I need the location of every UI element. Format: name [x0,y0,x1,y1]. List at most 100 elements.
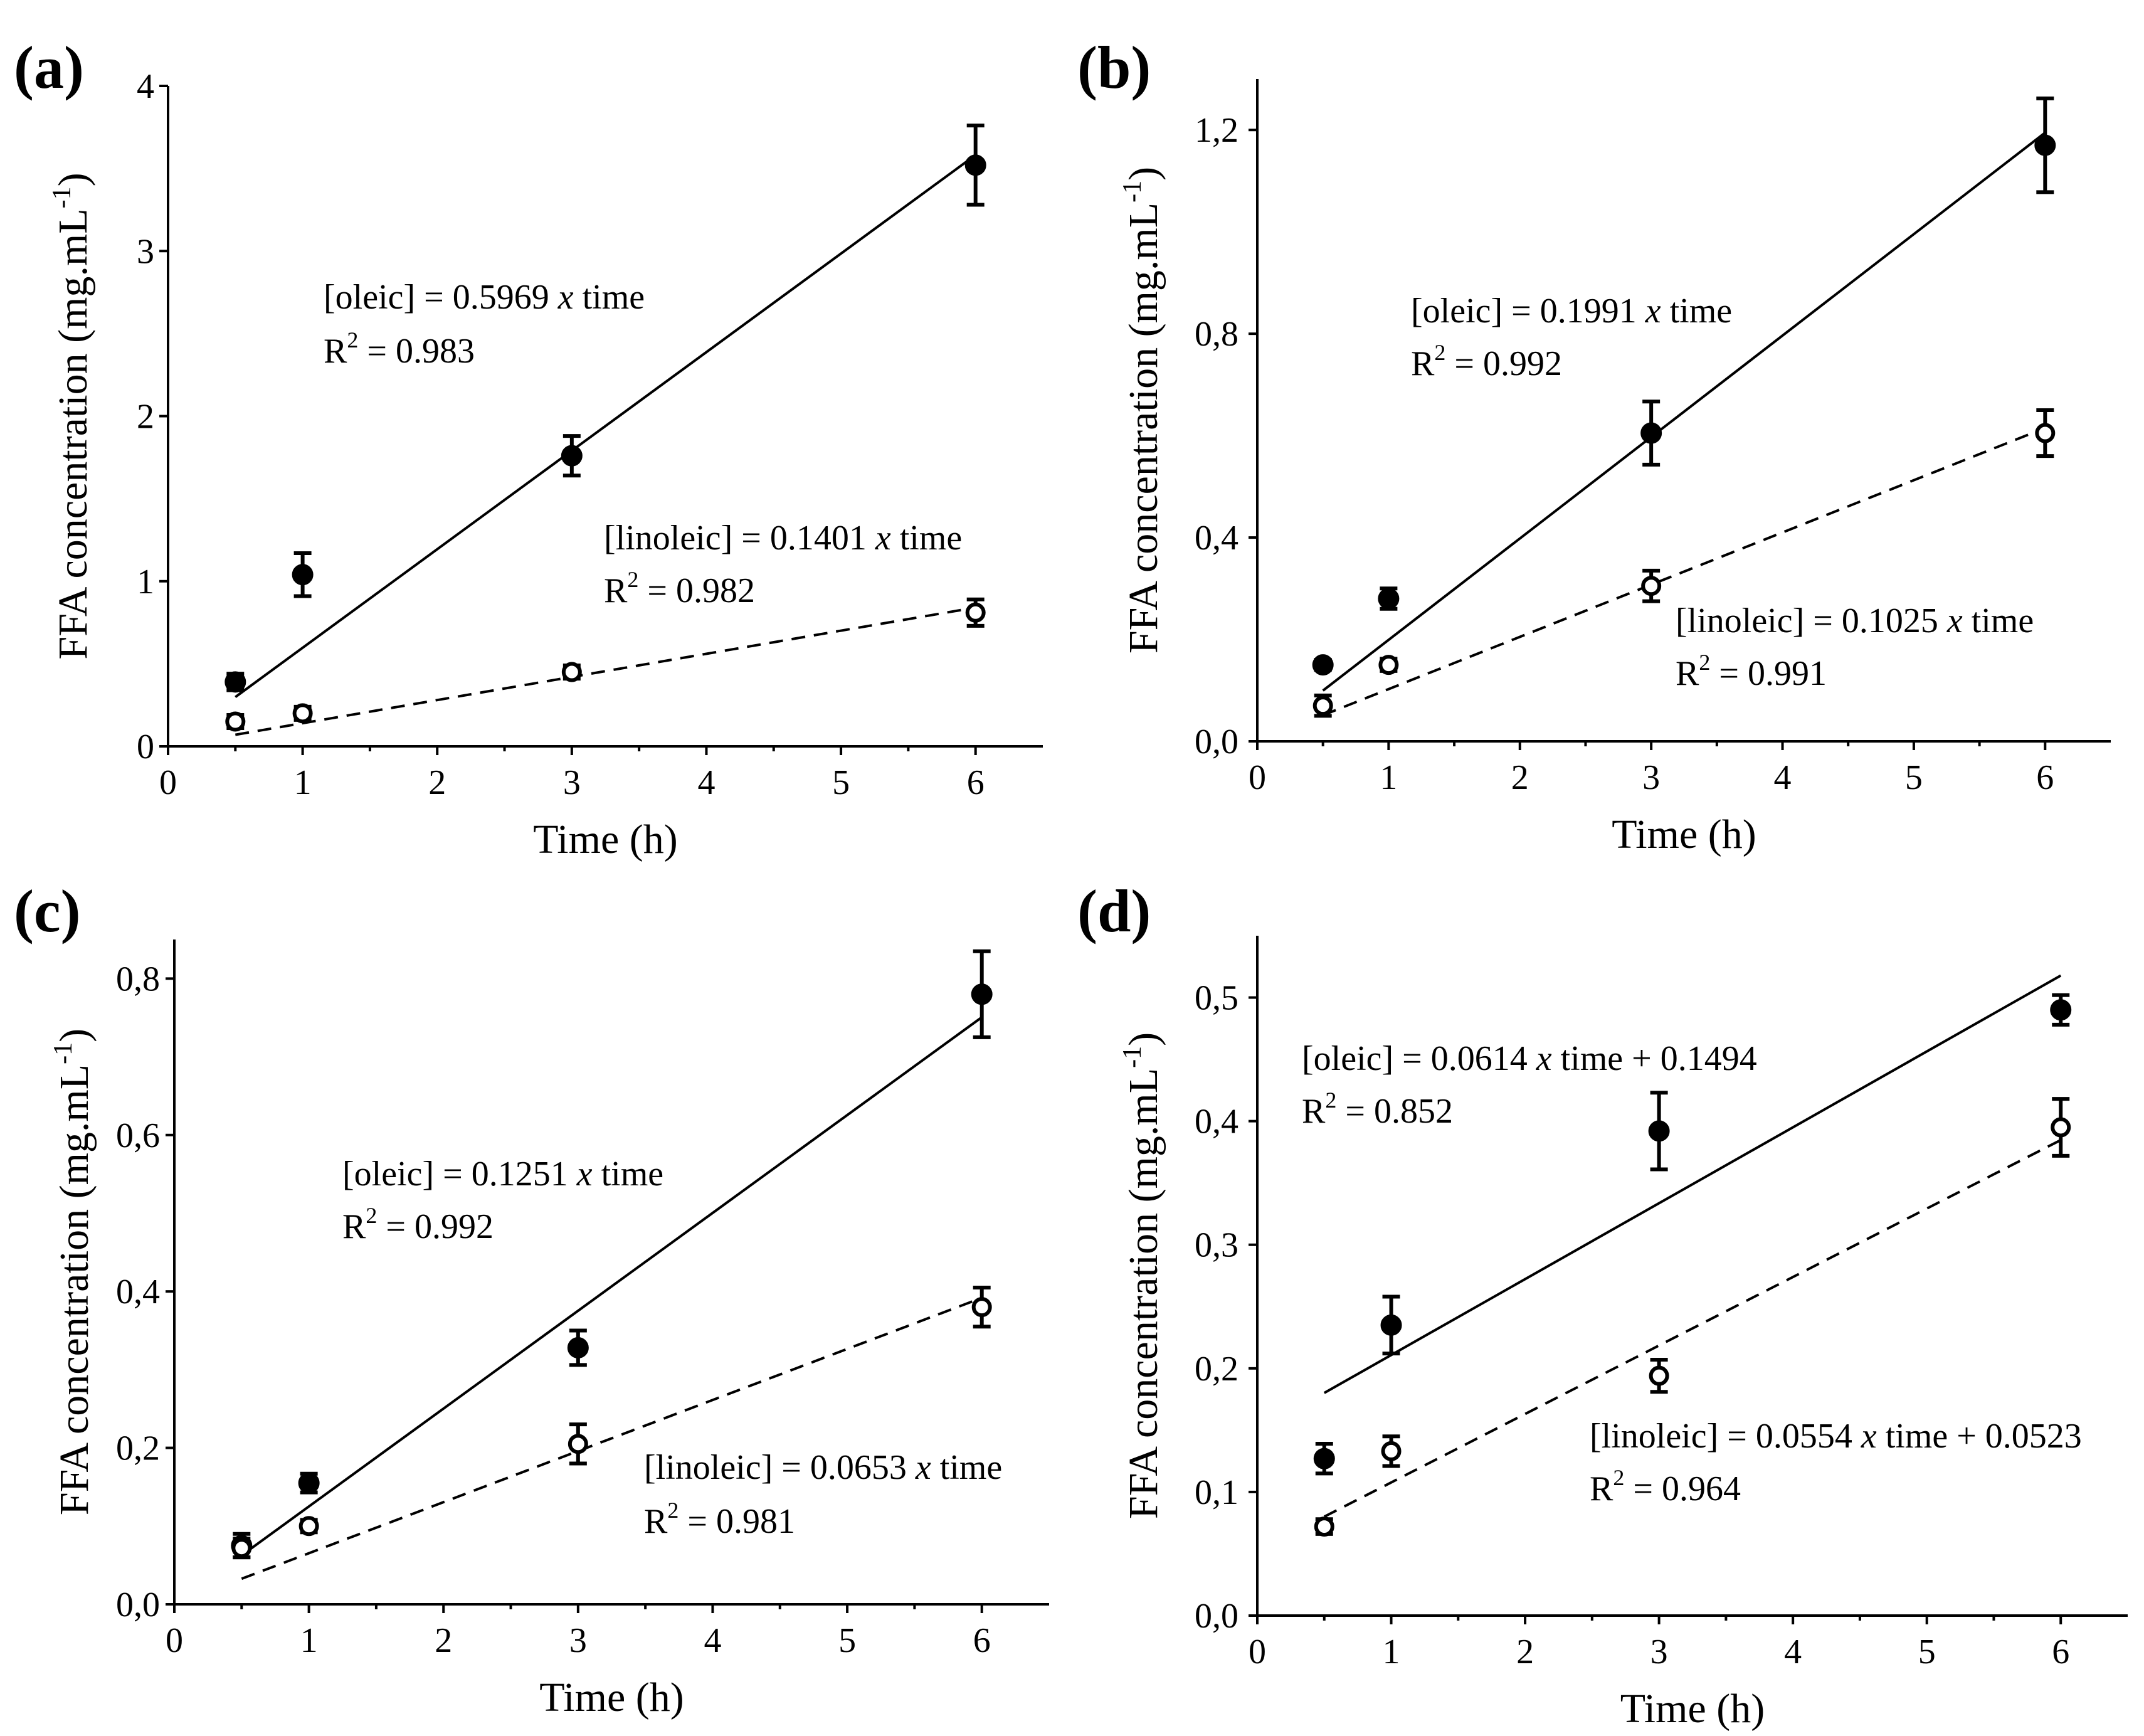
x-tick-label: 3 [1642,758,1660,797]
x-tick-label: 0 [166,1621,183,1660]
x-tick-label: 3 [1650,1633,1668,1671]
linoleic-r-squared: R2 = 0.981 [644,1498,795,1541]
x-tick-label: 5 [1918,1633,1936,1671]
y-tick-label: 0 [137,728,154,766]
linoleic-data-point [1381,1441,1402,1461]
x-tick-label: 0 [159,763,177,802]
oleic-fit-line [235,154,976,699]
x-tick-label: 1 [1380,758,1397,797]
x-tick-label: 4 [697,763,715,802]
panel-d: (d) [oleic] = 0.0614 x time + 0.1494 R2 … [1077,877,2128,1732]
panel-label: (d) [1077,877,1151,945]
panel-label: (a) [14,34,84,101]
linoleic-data-point [231,1538,252,1559]
oleic-r-squared: R2 = 0.983 [324,327,475,371]
x-axis-title: Time (h) [533,817,677,862]
linoleic-data-point [1314,1516,1334,1537]
x-tick-label: 6 [2036,758,2054,797]
y-axis-title: FFA concentration (mg.mL-1) [48,172,96,659]
y-axis-title: FFA concentration (mg.mL-1) [49,1029,97,1515]
x-tick-label: 2 [428,763,446,802]
oleic-equation: [oleic] = 0.5969 x time [324,278,645,317]
linoleic-r-squared: R2 = 0.982 [604,567,755,610]
oleic-data-point [1378,588,1400,610]
y-tick-label: 0,4 [116,1273,160,1311]
linoleic-equation: [linoleic] = 0.1025 x time [1676,601,2034,640]
x-tick-label: 2 [1511,758,1529,797]
y-tick-label: 0,0 [116,1585,160,1624]
oleic-data-point [964,154,986,176]
y-tick-label: 0,4 [1195,1103,1238,1141]
x-tick-label: 5 [832,763,850,802]
x-tick-label: 2 [1516,1633,1534,1671]
linoleic-data-point [1378,655,1399,675]
oleic-data-point [1380,1314,1402,1336]
x-tick-label: 0 [1249,758,1266,797]
y-tick-label: 0,0 [1195,1597,1238,1636]
panel-label: (b) [1077,34,1151,101]
linoleic-fit-line [241,1296,983,1580]
y-tick-label: 4 [137,67,154,106]
oleic-fit-line [1323,974,2062,1394]
y-tick-label: 1 [137,563,154,601]
oleic-fit-line [241,1016,983,1557]
y-tick-label: 0,0 [1195,722,1238,761]
y-tick-label: 0,8 [1195,315,1238,354]
oleic-equation: [oleic] = 0.0614 x time + 0.1494 [1302,1039,1757,1078]
panel-c: (c) [oleic] = 0.1251 x time R2 = 0.992 [… [14,877,1049,1720]
linoleic-r-squared: R2 = 0.991 [1676,650,1827,693]
x-tick-label: 3 [563,763,581,802]
linoleic-data-point [965,602,986,623]
y-tick-label: 0,3 [1195,1226,1238,1265]
x-tick-label: 6 [2052,1633,2069,1671]
x-tick-label: 5 [1905,758,1923,797]
x-tick-label: 4 [704,1621,721,1660]
y-tick-label: 2 [137,398,154,437]
linoleic-data-point [225,711,246,732]
oleic-data-point [298,1472,320,1494]
x-tick-label: 4 [1784,1633,1802,1671]
oleic-data-point [561,445,583,467]
x-tick-label: 2 [435,1621,452,1660]
y-tick-label: 0,1 [1195,1473,1238,1512]
y-tick-label: 1,2 [1195,111,1238,150]
x-axis-title: Time (h) [1620,1686,1765,1732]
linoleic-fit-line [1323,1139,2062,1518]
linoleic-fit-line [235,606,976,736]
oleic-data-point [1640,422,1662,444]
x-tick-label: 4 [1774,758,1792,797]
panel-a: (a) [oleic] = 0.5969 x time R2 = 0.983 [… [14,34,1043,862]
linoleic-data-point [568,1434,588,1454]
oleic-r-squared: R2 = 0.992 [1411,340,1562,383]
oleic-data-point [1312,654,1334,676]
y-tick-label: 0,2 [1195,1350,1238,1389]
oleic-fit-line [1322,132,2046,692]
x-axis-title: Time (h) [539,1675,684,1720]
oleic-data-point [1648,1120,1670,1142]
oleic-data-point [971,983,993,1005]
linoleic-data-point [1312,696,1333,716]
x-tick-label: 3 [569,1621,587,1660]
linoleic-data-point [2051,1117,2071,1138]
y-tick-label: 0,4 [1195,519,1238,558]
oleic-equation: [oleic] = 0.1991 x time [1411,292,1732,331]
linoleic-data-point [1649,1365,1669,1386]
oleic-data-point [2034,134,2056,156]
panel-label: (c) [14,877,81,945]
oleic-data-point [567,1336,589,1358]
linoleic-data-point [2035,423,2056,443]
oleic-r-squared: R2 = 0.852 [1302,1088,1453,1131]
y-axis-title: FFA concentration (mg.mL-1) [1118,167,1166,654]
x-tick-label: 5 [838,1621,856,1660]
y-tick-label: 0,5 [1195,979,1238,1018]
oleic-r-squared: R2 = 0.992 [342,1203,494,1246]
linoleic-fit-line [1322,426,2046,717]
x-axis-title: Time (h) [1612,812,1756,857]
linoleic-data-point [292,703,313,724]
oleic-data-point [224,671,246,693]
x-tick-label: 1 [294,763,312,802]
x-tick-label: 6 [973,1621,991,1660]
linoleic-data-point [298,1516,319,1537]
linoleic-r-squared: R2 = 0.964 [1590,1465,1741,1508]
